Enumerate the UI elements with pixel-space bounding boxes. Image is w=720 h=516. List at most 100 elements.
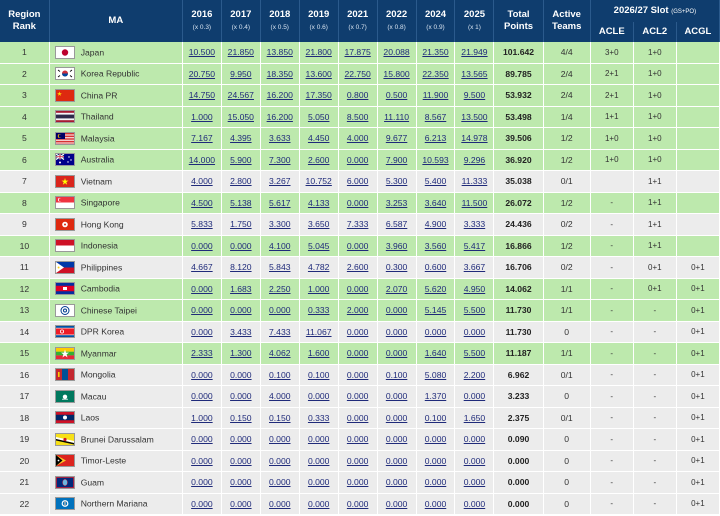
points-link[interactable]: 4.100: [269, 240, 291, 251]
points-link[interactable]: 3.633: [269, 133, 291, 144]
points-link[interactable]: 14.978: [461, 133, 488, 144]
points-link[interactable]: 0.100: [269, 369, 291, 380]
points-link[interactable]: 0.000: [424, 477, 447, 488]
points-link[interactable]: 0.000: [307, 498, 330, 509]
points-link[interactable]: 0.000: [346, 283, 369, 294]
points-link[interactable]: 0.000: [424, 455, 447, 466]
points-link[interactable]: 2.333: [191, 348, 213, 359]
year-header[interactable]: 2021 (x 0.7): [338, 0, 378, 42]
points-link[interactable]: 11.500: [461, 197, 488, 208]
points-link[interactable]: 3.267: [269, 176, 291, 187]
points-link[interactable]: 16.200: [266, 90, 293, 101]
points-link[interactable]: 17.350: [305, 90, 332, 101]
points-link[interactable]: 9.950: [230, 68, 252, 79]
points-link[interactable]: 0.000: [346, 412, 369, 423]
points-link[interactable]: 3.667: [463, 262, 486, 273]
points-link[interactable]: 0.000: [346, 369, 369, 380]
points-link[interactable]: 0.000: [463, 477, 486, 488]
points-link[interactable]: 5.300: [385, 176, 408, 187]
points-link[interactable]: 8.500: [346, 111, 369, 122]
points-link[interactable]: 0.333: [307, 412, 330, 423]
points-link[interactable]: 0.000: [230, 434, 252, 445]
points-link[interactable]: 0.000: [385, 305, 408, 316]
points-link[interactable]: 0.000: [191, 498, 213, 509]
points-link[interactable]: 0.000: [230, 477, 252, 488]
points-link[interactable]: 0.100: [424, 412, 447, 423]
acgl-header[interactable]: ACGL: [676, 22, 720, 42]
points-link[interactable]: 0.000: [191, 477, 213, 488]
points-link[interactable]: 0.000: [191, 305, 213, 316]
points-link[interactable]: 0.000: [269, 498, 291, 509]
points-link[interactable]: 0.000: [230, 391, 252, 402]
points-link[interactable]: 11.067: [305, 326, 332, 337]
points-link[interactable]: 4.000: [191, 176, 213, 187]
points-link[interactable]: 5.400: [424, 176, 447, 187]
points-link[interactable]: 1.683: [230, 283, 252, 294]
points-link[interactable]: 5.145: [424, 305, 447, 316]
year-header[interactable]: 2017 (x 0.4): [221, 0, 261, 42]
points-link[interactable]: 7.900: [385, 154, 408, 165]
ma-header[interactable]: MA: [49, 0, 183, 42]
points-link[interactable]: 13.600: [305, 68, 332, 79]
points-link[interactable]: 1.750: [230, 219, 252, 230]
points-link[interactable]: 22.350: [422, 68, 449, 79]
points-link[interactable]: 2.800: [230, 176, 252, 187]
points-link[interactable]: 0.800: [346, 90, 369, 101]
points-link[interactable]: 10.752: [305, 176, 332, 187]
points-link[interactable]: 0.000: [346, 348, 369, 359]
points-link[interactable]: 3.960: [385, 240, 408, 251]
points-link[interactable]: 4.395: [230, 133, 252, 144]
points-link[interactable]: 0.000: [385, 498, 408, 509]
points-link[interactable]: 15.050: [227, 111, 254, 122]
points-link[interactable]: 1.000: [191, 412, 213, 423]
points-link[interactable]: 6.587: [385, 219, 408, 230]
year-header[interactable]: 2025 (x 1): [454, 0, 495, 42]
points-link[interactable]: 5.050: [307, 111, 330, 122]
points-link[interactable]: 0.000: [385, 434, 408, 445]
points-link[interactable]: 5.080: [424, 369, 447, 380]
points-link[interactable]: 0.000: [424, 498, 447, 509]
region-rank-header[interactable]: Region Rank: [0, 0, 50, 42]
points-link[interactable]: 2.250: [269, 283, 291, 294]
points-link[interactable]: 8.120: [230, 262, 252, 273]
points-link[interactable]: 0.000: [191, 434, 213, 445]
points-link[interactable]: 4.000: [346, 133, 369, 144]
points-link[interactable]: 13.565: [461, 68, 488, 79]
points-link[interactable]: 1.370: [424, 391, 447, 402]
points-link[interactable]: 0.000: [191, 283, 213, 294]
points-link[interactable]: 0.000: [191, 455, 213, 466]
points-link[interactable]: 0.000: [346, 326, 369, 337]
points-link[interactable]: 0.000: [307, 477, 330, 488]
acl2-header[interactable]: ACL2: [633, 22, 677, 42]
points-link[interactable]: 5.833: [191, 219, 213, 230]
points-link[interactable]: 3.300: [269, 219, 291, 230]
points-link[interactable]: 0.000: [191, 240, 213, 251]
points-link[interactable]: 21.350: [422, 47, 449, 58]
points-link[interactable]: 4.062: [269, 348, 291, 359]
points-link[interactable]: 0.000: [230, 240, 252, 251]
points-link[interactable]: 3.253: [385, 197, 408, 208]
points-link[interactable]: 21.800: [305, 47, 332, 58]
points-link[interactable]: 7.167: [191, 133, 213, 144]
points-link[interactable]: 0.000: [463, 498, 486, 509]
points-link[interactable]: 0.000: [269, 477, 291, 488]
points-link[interactable]: 20.088: [383, 47, 410, 58]
points-link[interactable]: 0.000: [191, 391, 213, 402]
year-header[interactable]: 2018 (x 0.5): [260, 0, 300, 42]
points-link[interactable]: 2.070: [385, 283, 408, 294]
points-link[interactable]: 2.200: [463, 369, 486, 380]
points-link[interactable]: 5.900: [230, 154, 252, 165]
points-link[interactable]: 3.640: [424, 197, 447, 208]
points-link[interactable]: 1.300: [230, 348, 252, 359]
points-link[interactable]: 0.000: [191, 326, 213, 337]
points-link[interactable]: 5.045: [307, 240, 330, 251]
points-link[interactable]: 21.949: [461, 47, 488, 58]
points-link[interactable]: 14.000: [188, 154, 216, 165]
points-link[interactable]: 0.000: [230, 369, 252, 380]
points-link[interactable]: 5.617: [269, 197, 291, 208]
points-link[interactable]: 9.296: [463, 154, 486, 165]
points-link[interactable]: 2.600: [307, 154, 330, 165]
points-link[interactable]: 0.000: [463, 455, 486, 466]
points-link[interactable]: 5.843: [269, 262, 291, 273]
points-link[interactable]: 0.000: [191, 369, 213, 380]
